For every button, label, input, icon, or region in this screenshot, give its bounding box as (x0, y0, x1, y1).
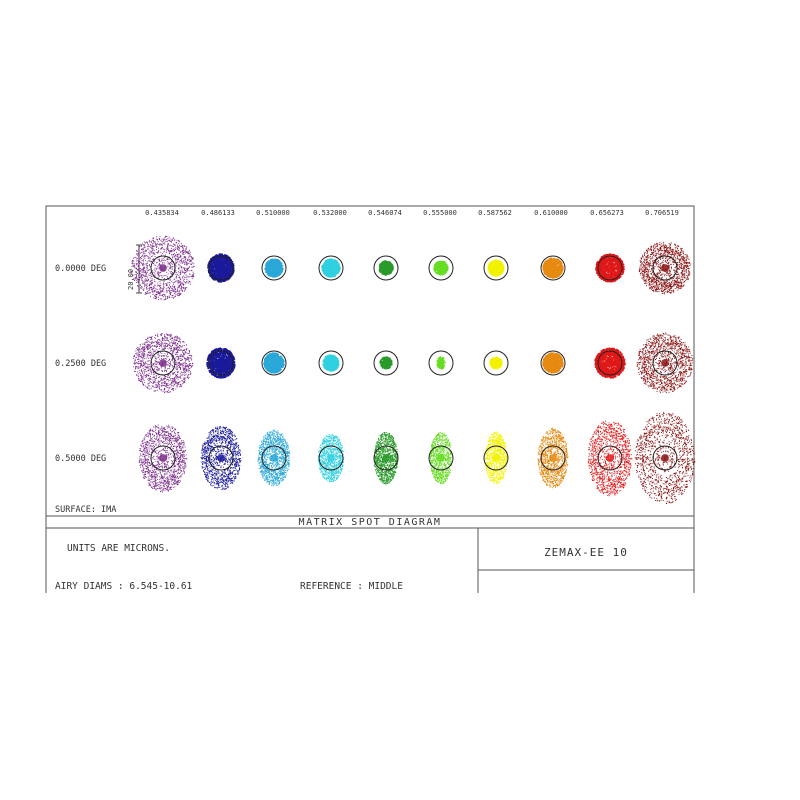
wavelength-label: 0.610000 (534, 209, 568, 217)
spot-cell (541, 256, 565, 280)
spot-core (437, 264, 445, 272)
wavelength-label: 0.546074 (368, 209, 402, 217)
spot-cell (429, 432, 453, 484)
wavelength-label: 0.555000 (423, 209, 457, 217)
spot-core (217, 359, 225, 367)
spot-core (270, 264, 278, 272)
spot-core (159, 454, 167, 462)
spot-core (217, 454, 225, 462)
field-label: 0.5000 DEG (55, 454, 106, 464)
spot-core (327, 359, 335, 367)
spot-core (549, 359, 557, 367)
wavelength-label: 0.486133 (201, 209, 235, 217)
wavelength-label: 0.510000 (256, 209, 290, 217)
spot-core (492, 454, 500, 462)
spot-cell (133, 333, 194, 393)
spot-cell (207, 253, 235, 283)
spot-cell (484, 351, 508, 375)
wavelength-label: 0.587562 (478, 209, 512, 217)
spot-core (437, 454, 445, 462)
spot-cell (374, 432, 399, 485)
spot-cell (541, 351, 565, 375)
spot-cell (201, 426, 242, 490)
spot-cell (639, 242, 692, 295)
wavelength-labels: 0.435834 0.486133 0.510000 0.532000 0.546074… (145, 209, 679, 217)
spot-core (382, 264, 390, 272)
spot-core (606, 359, 614, 367)
spot-cell (538, 427, 569, 488)
spot-cell (139, 425, 188, 493)
spot-cell (206, 347, 236, 379)
spot-core (270, 359, 278, 367)
surface-label: SURFACE: IMA (55, 505, 116, 515)
spot-cell (484, 432, 508, 485)
spot-core (383, 360, 390, 367)
spot-core (270, 454, 278, 462)
spot-cell (374, 351, 398, 375)
spot-cell (258, 430, 291, 487)
spot-core (549, 454, 557, 462)
field-labels: 0.0000 DEG 0.2500 DEG 0.5000 DEG (55, 264, 106, 464)
spot-core (327, 264, 335, 272)
diagram-title: MATRIX SPOT DIAGRAM (299, 517, 442, 528)
wavelength-label: 0.435834 (145, 209, 179, 217)
field-label: 0.0000 DEG (55, 264, 106, 274)
field-label: 0.2500 DEG (55, 359, 106, 369)
spot-cell (595, 253, 625, 282)
spot-cell (588, 421, 633, 497)
spot-cell (262, 351, 286, 375)
spot-cell (637, 333, 694, 394)
spot-core (606, 264, 614, 272)
spot-cell (318, 434, 345, 482)
spot-core (661, 359, 669, 367)
spot-grid (131, 236, 696, 504)
spot-cell (319, 351, 343, 375)
spot-cell (262, 256, 286, 280)
units-note: UNITS ARE MICRONS. (67, 543, 170, 554)
spot-core (439, 360, 443, 367)
spot-core (661, 264, 669, 272)
spot-core (217, 264, 225, 272)
wavelength-label: 0.706519 (645, 209, 679, 217)
spot-cell (594, 348, 626, 379)
spot-core (493, 360, 500, 367)
airy-diameters: AIRY DIAMS : 6.545-10.61 (55, 581, 193, 592)
reference-label: REFERENCE : MIDDLE (300, 581, 403, 592)
spot-cell (635, 412, 696, 504)
spot-core (492, 264, 500, 272)
spot-core (549, 264, 557, 272)
spot-core (661, 454, 669, 462)
spot-core (382, 454, 390, 462)
spot-core (606, 454, 614, 462)
spot-core (159, 264, 167, 272)
spot-cell (374, 256, 398, 280)
software-version: ZEMAX-EE 10 (544, 546, 628, 559)
wavelength-label: 0.656273 (590, 209, 624, 217)
spot-cell (429, 351, 453, 375)
spot-cell (319, 256, 343, 280)
wavelength-label: 0.532000 (313, 209, 347, 217)
spot-core (159, 359, 167, 367)
spot-core (327, 454, 335, 462)
spot-cell (429, 256, 453, 280)
spot-cell (484, 256, 508, 280)
